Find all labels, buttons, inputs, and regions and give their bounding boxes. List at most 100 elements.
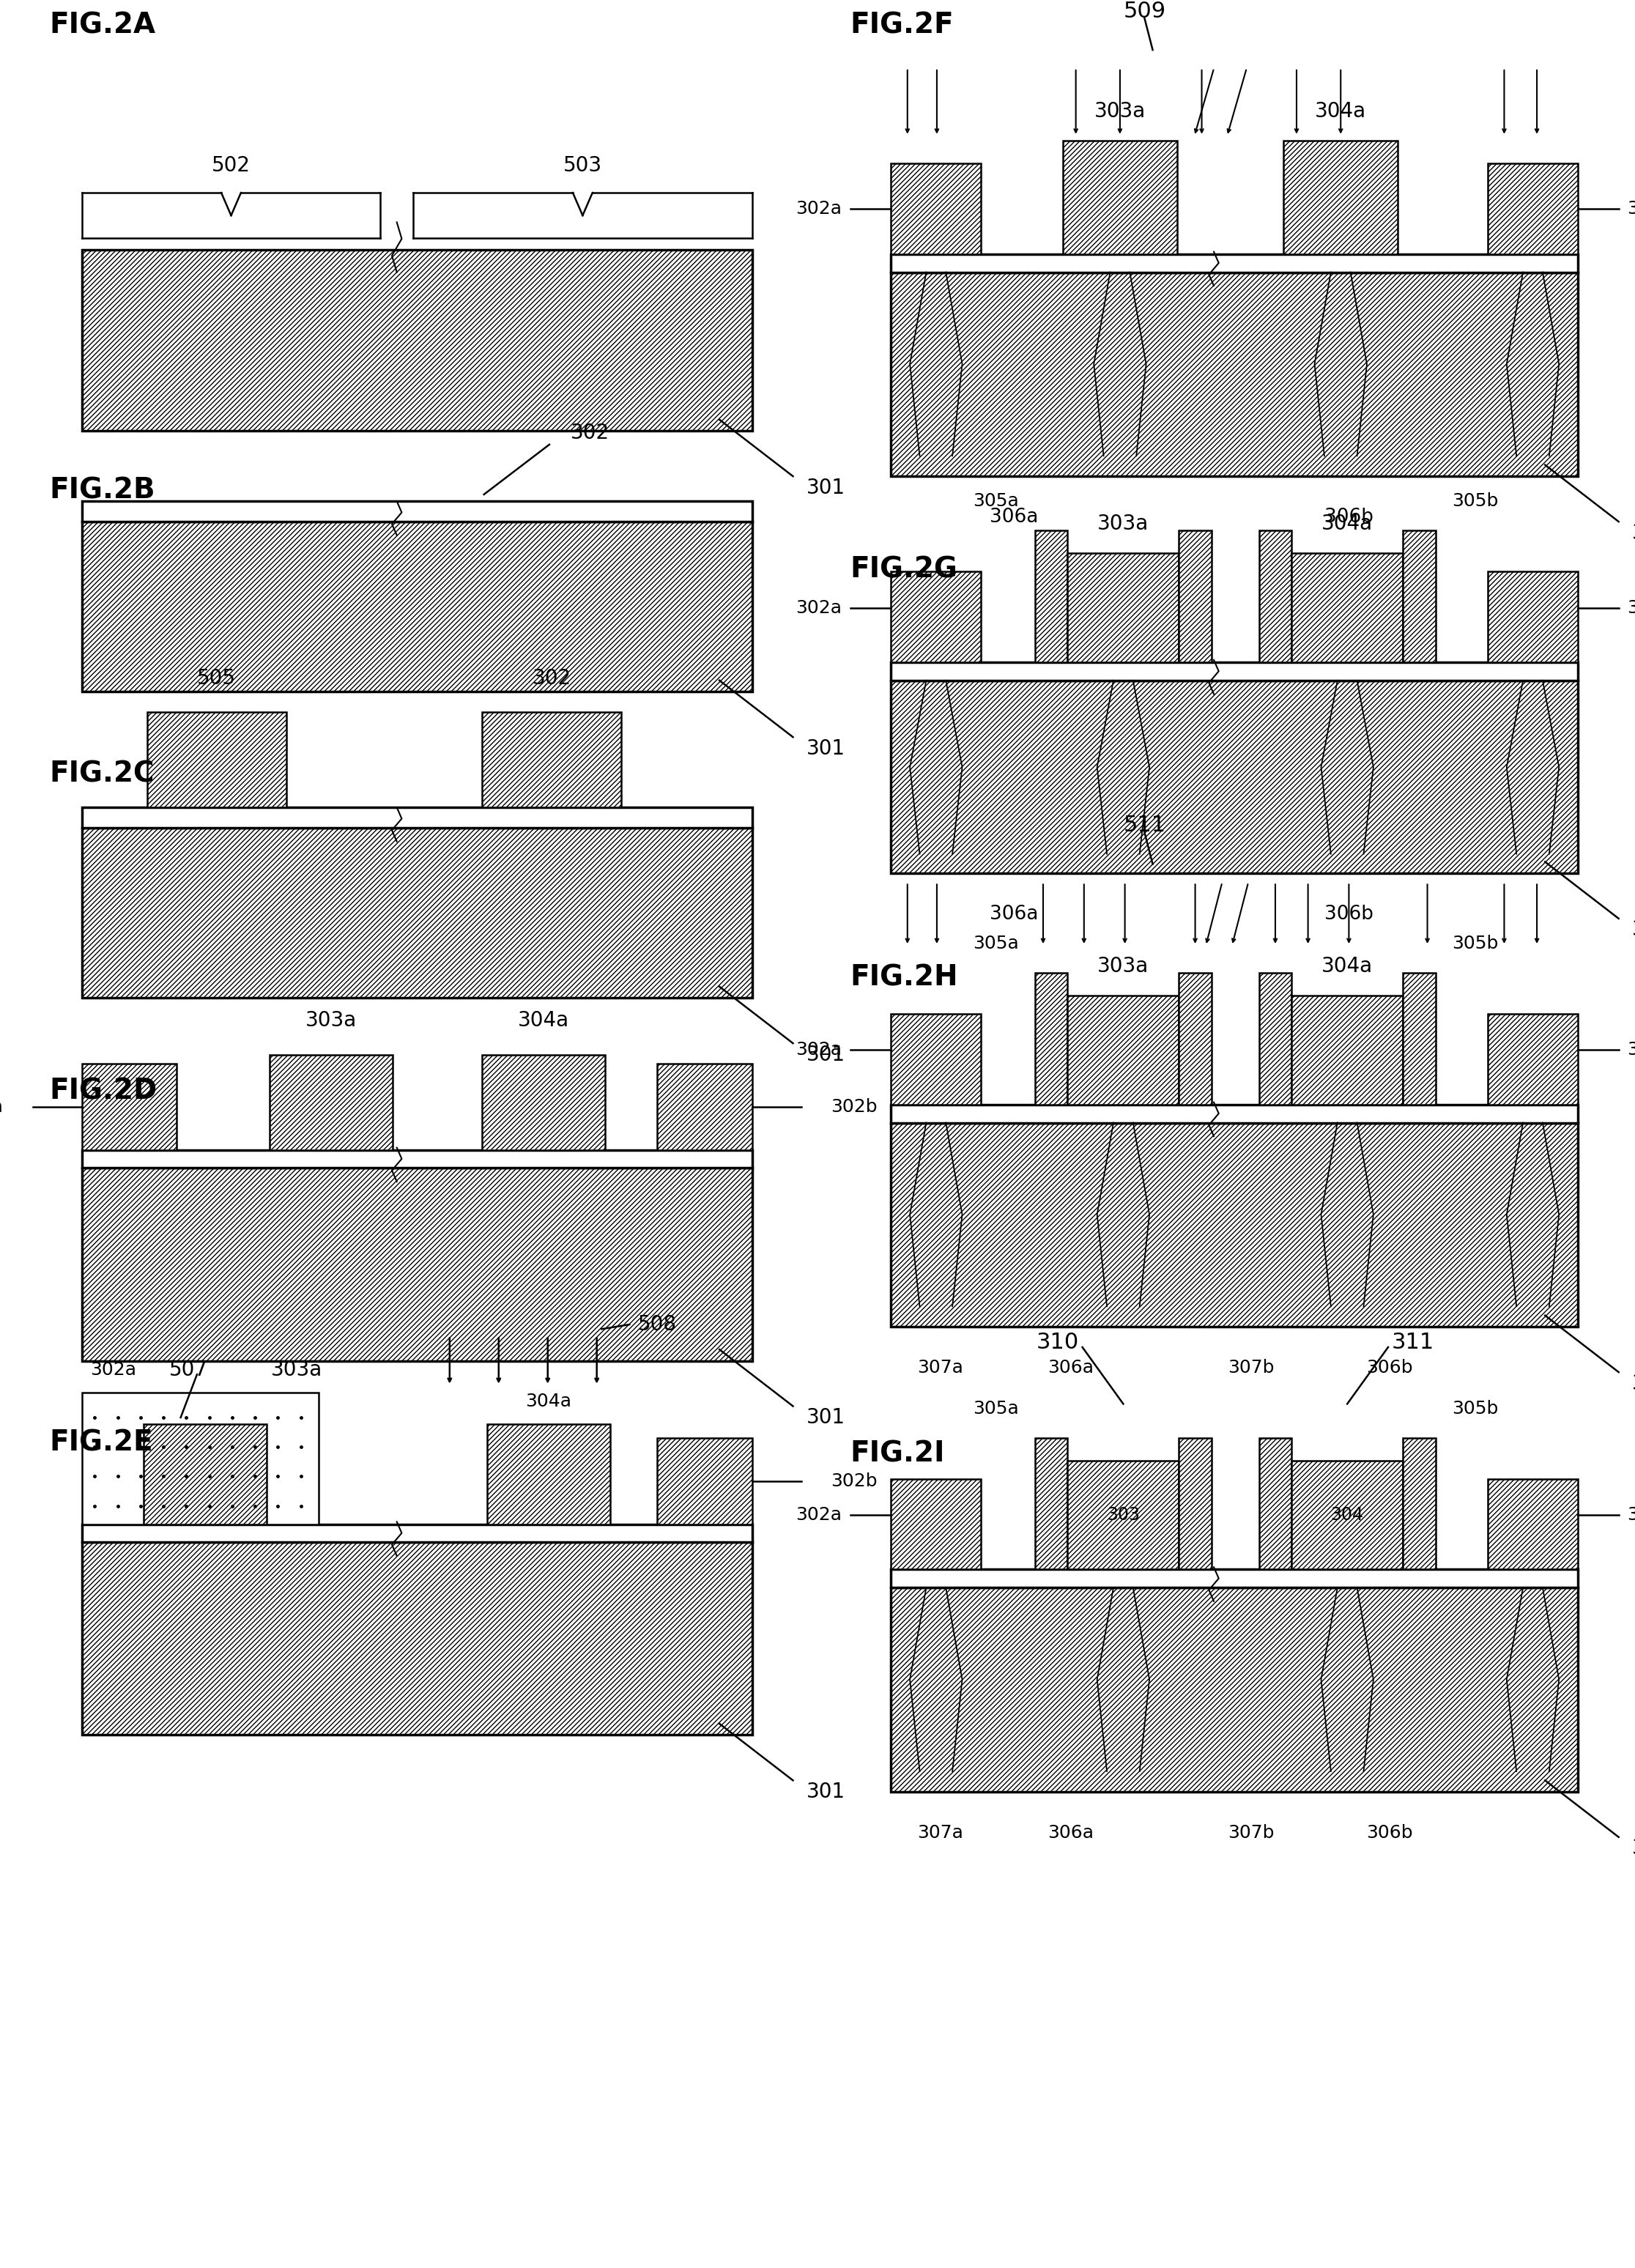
Text: 502: 502 xyxy=(211,154,250,177)
Text: FIG.2E: FIG.2E xyxy=(49,1429,152,1456)
Text: 507: 507 xyxy=(170,1359,208,1381)
Bar xyxy=(1179,1438,1212,1569)
Text: 304a: 304a xyxy=(1315,100,1367,122)
Bar xyxy=(82,1150,752,1168)
Bar xyxy=(147,712,286,807)
Bar xyxy=(891,680,1578,873)
Bar xyxy=(1259,531,1292,662)
Bar xyxy=(1292,553,1403,662)
Text: 302a: 302a xyxy=(0,1098,3,1116)
Text: 306b: 306b xyxy=(1367,1823,1413,1842)
Text: 307b: 307b xyxy=(1228,1823,1274,1842)
Text: 303a: 303a xyxy=(1094,100,1146,122)
Bar xyxy=(1403,531,1436,662)
Text: 305b: 305b xyxy=(1452,1399,1498,1418)
Bar xyxy=(1488,572,1578,662)
Bar xyxy=(1035,531,1068,662)
Text: 302b: 302b xyxy=(1627,1506,1635,1524)
Bar xyxy=(1068,553,1179,662)
Bar xyxy=(891,1569,1578,1588)
Bar xyxy=(487,1424,610,1524)
Text: 303a: 303a xyxy=(1097,955,1149,978)
Bar xyxy=(82,1524,752,1542)
Bar xyxy=(82,249,752,431)
Text: 303: 303 xyxy=(1107,1506,1140,1524)
Text: 301: 301 xyxy=(1632,919,1635,941)
Text: 302b: 302b xyxy=(831,1472,878,1490)
Bar xyxy=(1403,1438,1436,1569)
Text: 509: 509 xyxy=(1123,0,1166,23)
Bar xyxy=(1488,1479,1578,1569)
Bar xyxy=(891,1105,1578,1123)
Text: 304a: 304a xyxy=(1321,513,1373,535)
Text: FIG.2H: FIG.2H xyxy=(850,964,958,991)
Text: 304: 304 xyxy=(1331,1506,1364,1524)
Text: 305a: 305a xyxy=(973,934,1019,953)
Text: 301: 301 xyxy=(806,476,845,499)
Bar xyxy=(82,501,752,522)
Bar xyxy=(482,712,621,807)
Bar xyxy=(891,163,981,254)
Text: FIG.2D: FIG.2D xyxy=(49,1077,157,1105)
Text: 302b: 302b xyxy=(831,1098,878,1116)
Bar xyxy=(82,1064,177,1150)
Text: 304a: 304a xyxy=(518,1009,569,1032)
Text: 306a: 306a xyxy=(1048,1823,1094,1842)
Text: 307b: 307b xyxy=(1228,1359,1274,1377)
Bar xyxy=(1488,163,1578,254)
Text: 307a: 307a xyxy=(917,1823,963,1842)
Text: 306b: 306b xyxy=(1367,1359,1413,1377)
Text: 302: 302 xyxy=(571,422,610,445)
Bar xyxy=(891,1588,1578,1792)
Bar xyxy=(82,1393,319,1524)
Text: 306a: 306a xyxy=(989,508,1038,526)
Text: 301: 301 xyxy=(1632,1837,1635,1860)
Text: FIG.2C: FIG.2C xyxy=(49,760,154,787)
Text: 302a: 302a xyxy=(796,200,842,218)
Bar xyxy=(1259,1438,1292,1569)
Text: 302: 302 xyxy=(533,667,571,689)
Bar xyxy=(1292,996,1403,1105)
Text: 301: 301 xyxy=(806,1780,845,1803)
Bar xyxy=(1179,973,1212,1105)
Bar xyxy=(1403,973,1436,1105)
Text: 302a: 302a xyxy=(90,1361,136,1379)
Text: 302b: 302b xyxy=(1627,1041,1635,1059)
Text: 305a: 305a xyxy=(973,1399,1019,1418)
Text: 306a: 306a xyxy=(989,905,1038,923)
Bar xyxy=(891,272,1578,476)
Text: 303a: 303a xyxy=(306,1009,356,1032)
Text: 304a: 304a xyxy=(525,1393,572,1411)
Text: 302a: 302a xyxy=(796,599,842,617)
Bar xyxy=(1063,141,1177,254)
Bar xyxy=(657,1064,752,1150)
Text: 306b: 306b xyxy=(1324,508,1373,526)
Text: 301: 301 xyxy=(1632,1372,1635,1395)
Bar xyxy=(657,1438,752,1524)
Text: 311: 311 xyxy=(1391,1331,1434,1354)
Text: 301: 301 xyxy=(1632,522,1635,544)
Bar xyxy=(1068,1461,1179,1569)
Bar xyxy=(270,1055,392,1150)
Bar xyxy=(891,1123,1578,1327)
Text: 301: 301 xyxy=(806,1406,845,1429)
Bar xyxy=(1035,973,1068,1105)
Text: FIG.2G: FIG.2G xyxy=(850,556,958,583)
Text: 304a: 304a xyxy=(1321,955,1373,978)
Bar xyxy=(82,1168,752,1361)
Bar xyxy=(891,1014,981,1105)
Bar xyxy=(1179,531,1212,662)
Text: 508: 508 xyxy=(638,1313,677,1336)
Bar xyxy=(82,1542,752,1735)
Bar xyxy=(144,1424,267,1524)
Text: 505: 505 xyxy=(198,667,235,689)
Text: FIG.2F: FIG.2F xyxy=(850,11,953,39)
Bar xyxy=(82,828,752,998)
Text: FIG.2B: FIG.2B xyxy=(49,476,155,503)
Bar xyxy=(1292,1461,1403,1569)
Bar xyxy=(1068,996,1179,1105)
Text: 503: 503 xyxy=(562,154,602,177)
Bar xyxy=(1488,1014,1578,1105)
Bar xyxy=(1283,141,1398,254)
Text: 511: 511 xyxy=(1123,814,1166,837)
